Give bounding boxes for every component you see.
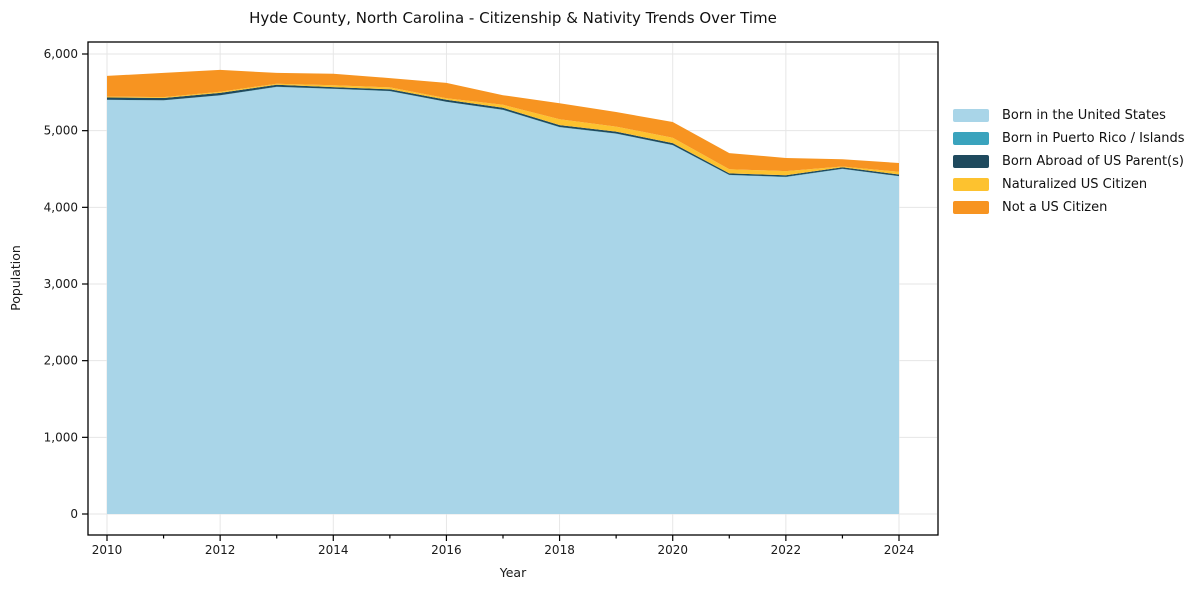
- y-axis-label: Population: [8, 245, 23, 311]
- x-axis-label: Year: [499, 565, 527, 580]
- area-born-in-the-united-states: [107, 87, 899, 514]
- legend-item-not-a-us-citizen: Not a US Citizen: [953, 196, 1185, 219]
- legend-item-naturalized-us-citizen: Naturalized US Citizen: [953, 173, 1185, 196]
- svg-text:0: 0: [70, 507, 78, 521]
- legend-label: Naturalized US Citizen: [1002, 177, 1148, 192]
- x-tick-labels: 2010 2012 2014 2016 2018 2020 2022 2024: [92, 543, 915, 557]
- legend-item-born-abroad-of-us-parent-s: Born Abroad of US Parent(s): [953, 150, 1185, 173]
- svg-text:2022: 2022: [771, 543, 802, 557]
- svg-text:2018: 2018: [544, 543, 575, 557]
- svg-text:2020: 2020: [657, 543, 688, 557]
- svg-text:2010: 2010: [92, 543, 123, 557]
- legend-item-born-in-puerto-rico-islands: Born in Puerto Rico / Islands: [953, 127, 1185, 150]
- svg-text:3,000: 3,000: [44, 277, 78, 291]
- legend: Born in the United States Born in Puerto …: [953, 104, 1185, 219]
- legend-swatch-not-a-us-citizen: [953, 201, 989, 214]
- legend-swatch-born-in-the-united-states: [953, 109, 989, 122]
- svg-text:4,000: 4,000: [44, 200, 78, 214]
- legend-swatch-born-in-puerto-rico-islands: [953, 132, 989, 145]
- legend-label: Born Abroad of US Parent(s): [1002, 154, 1184, 169]
- svg-text:2012: 2012: [205, 543, 236, 557]
- y-tick-labels: 0 1,000 2,000 3,000 4,000 5,000 6,000: [44, 47, 78, 521]
- svg-text:6,000: 6,000: [44, 47, 78, 61]
- legend-label: Born in the United States: [1002, 108, 1166, 123]
- svg-text:5,000: 5,000: [44, 124, 78, 138]
- legend-swatch-naturalized-us-citizen: [953, 178, 989, 191]
- legend-label: Not a US Citizen: [1002, 200, 1108, 215]
- svg-text:2016: 2016: [431, 543, 462, 557]
- svg-text:2,000: 2,000: [44, 354, 78, 368]
- plot-frame: [87, 41, 939, 536]
- svg-text:2014: 2014: [318, 543, 349, 557]
- chart-title: Hyde County, North Carolina - Citizenshi…: [249, 9, 777, 27]
- stacked-areas: [107, 69, 899, 514]
- legend-item-born-in-the-united-states: Born in the United States: [953, 104, 1185, 127]
- svg-text:2024: 2024: [884, 543, 915, 557]
- area-not-a-us-citizen: [107, 69, 899, 172]
- legend-swatch-born-abroad-of-us-parent-s: [953, 155, 989, 168]
- svg-text:1,000: 1,000: [44, 430, 78, 444]
- legend-label: Born in Puerto Rico / Islands: [1002, 131, 1185, 146]
- axis-ticks: [82, 53, 900, 541]
